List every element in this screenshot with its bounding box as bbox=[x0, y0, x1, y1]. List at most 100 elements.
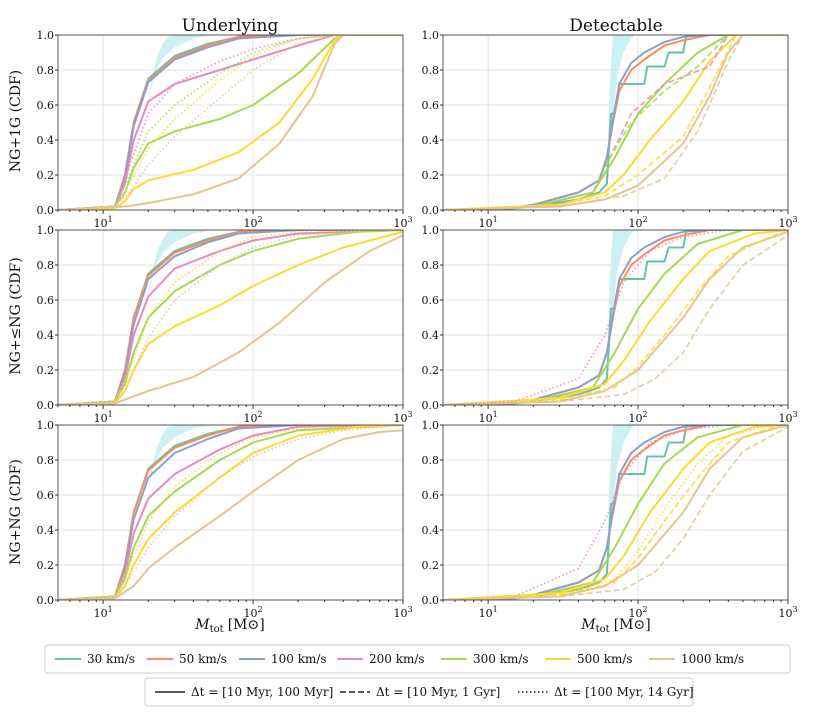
xtick-label-r1c2-2: 103 bbox=[778, 215, 797, 230]
column-title-underlying: Underlying bbox=[182, 16, 279, 36]
legend-velocity-label-3: 200 km/s bbox=[369, 652, 425, 666]
series-r3c1-3 bbox=[58, 425, 403, 600]
xtick-base-r2c1-1: 10 bbox=[244, 412, 258, 425]
series-r3c2-4 bbox=[443, 425, 788, 600]
series-r3c1-2 bbox=[58, 425, 403, 600]
ytick-label-r2c2-2: 0.4 bbox=[422, 329, 440, 342]
series-r3c1-1 bbox=[58, 425, 403, 600]
ytick-label-r3c1-5: 1.0 bbox=[37, 419, 55, 432]
xlabel-underlying: Mtot [M⊙] bbox=[194, 617, 264, 635]
xtick-label-r2c2-1: 102 bbox=[629, 410, 648, 425]
xtick-label-r2c1-0: 101 bbox=[94, 410, 113, 425]
ytick-label-r1c1-0: 0.0 bbox=[37, 204, 55, 217]
ytick-label-r1c1-4: 0.8 bbox=[37, 64, 55, 77]
xtick-exp-r2c1-1: 2 bbox=[258, 410, 263, 419]
ytick-label-r3c1-0: 0.0 bbox=[37, 594, 55, 607]
xtick-label-r3c1-2: 103 bbox=[393, 605, 412, 620]
ytick-label-r1c2-5: 1.0 bbox=[422, 29, 440, 42]
ytick-label-r1c2-4: 0.8 bbox=[422, 64, 440, 77]
band-r3c2 bbox=[606, 425, 635, 574]
xtick-exp-r1c1-0: 1 bbox=[108, 215, 113, 224]
series-r1c1-7 bbox=[58, 35, 403, 210]
ytick-label-r2c1-4: 0.8 bbox=[37, 259, 55, 272]
xtick-label-r3c2-1: 102 bbox=[629, 605, 648, 620]
ytick-label-r1c2-2: 0.4 bbox=[422, 134, 440, 147]
series-r2c1-8 bbox=[58, 230, 403, 405]
series-r1c2-4 bbox=[443, 35, 788, 210]
ytick-label-r2c1-1: 0.2 bbox=[37, 364, 55, 377]
legend-velocity: 30 km/s 50 km/s 100 km/s 200 km/s 300 km/s 50… bbox=[55, 652, 744, 666]
ytick-label-r2c1-3: 0.6 bbox=[37, 294, 55, 307]
band-r1c1 bbox=[148, 35, 215, 102]
xtick-base-r2c2-1: 10 bbox=[629, 412, 643, 425]
series-r1c1-5 bbox=[58, 35, 403, 210]
column-title-detectable: Detectable bbox=[569, 16, 662, 36]
series-r1c1-2 bbox=[58, 35, 403, 210]
ytick-label-r2c1-5: 1.0 bbox=[37, 224, 55, 237]
xtick-base-r3c1-0: 10 bbox=[94, 607, 108, 620]
series-r3c1-8 bbox=[58, 425, 403, 600]
legend-velocity-label-1: 50 km/s bbox=[179, 652, 227, 666]
xtick-label-r1c2-0: 101 bbox=[479, 215, 498, 230]
legend-dt-box bbox=[144, 677, 694, 707]
ytick-label-r1c1-3: 0.6 bbox=[37, 99, 55, 112]
xtick-base-r1c1-0: 10 bbox=[94, 217, 108, 230]
xtick-base-r3c1-1: 10 bbox=[244, 607, 258, 620]
frame-r1c1 bbox=[57, 34, 404, 211]
legend-dt: Δt = [10 Myr, 100 Myr] Δt = [10 Myr, 1 Gy… bbox=[155, 685, 694, 699]
xtick-base-r1c2-2: 10 bbox=[778, 217, 792, 230]
ytick-label-r2c1-0: 0.0 bbox=[37, 399, 55, 412]
xtick-exp-r3c2-0: 1 bbox=[493, 605, 498, 614]
ytick-label-r3c2-4: 0.8 bbox=[422, 454, 440, 467]
xtick-label-r3c1-1: 102 bbox=[244, 605, 263, 620]
frame-r3c2 bbox=[442, 424, 789, 601]
series-r2c2-4 bbox=[443, 230, 788, 405]
series-r3c2-2 bbox=[443, 425, 788, 600]
xtick-label-r3c2-2: 103 bbox=[778, 605, 797, 620]
frame-r3c1 bbox=[57, 424, 404, 601]
ytick-label-r1c1-1: 0.2 bbox=[37, 169, 55, 182]
xtick-exp-r3c2-2: 3 bbox=[792, 605, 797, 614]
series-r3c2-3 bbox=[443, 425, 788, 600]
legend-velocity-label-4: 300 km/s bbox=[473, 652, 529, 666]
xtick-label-r1c2-1: 102 bbox=[629, 215, 648, 230]
xtick-base-r3c2-1: 10 bbox=[629, 607, 643, 620]
xtick-exp-r2c1-2: 3 bbox=[407, 410, 412, 419]
ytick-label-r2c2-0: 0.0 bbox=[422, 399, 440, 412]
series-r1c1-4 bbox=[58, 35, 403, 210]
ytick-label-r3c2-1: 0.2 bbox=[422, 559, 440, 572]
band-r2c1 bbox=[148, 230, 215, 297]
xtick-label-r2c1-1: 102 bbox=[244, 410, 263, 425]
ytick-label-r3c2-2: 0.4 bbox=[422, 524, 440, 537]
series-r1c1-6 bbox=[58, 35, 403, 210]
legend-velocity-label-5: 500 km/s bbox=[577, 652, 633, 666]
xtick-base-r2c2-0: 10 bbox=[479, 412, 493, 425]
series-r3c1-7 bbox=[58, 425, 403, 600]
series-r1c2-9 bbox=[443, 35, 788, 210]
legend-velocity-box bbox=[44, 644, 791, 674]
xtick-base-r1c2-1: 10 bbox=[629, 217, 643, 230]
xtick-base-r1c1-2: 10 bbox=[393, 217, 407, 230]
series-r2c1-3 bbox=[58, 230, 403, 405]
xtick-label-r3c2-0: 101 bbox=[479, 605, 498, 620]
xlabel-detectable: Mtot [M⊙] bbox=[580, 617, 650, 635]
xtick-base-r3c2-0: 10 bbox=[479, 607, 493, 620]
xtick-exp-r2c2-2: 3 bbox=[792, 410, 797, 419]
xtick-label-r1c1-0: 101 bbox=[94, 215, 113, 230]
ytick-label-r2c2-5: 1.0 bbox=[422, 224, 440, 237]
series-r1c1-3 bbox=[58, 35, 403, 210]
series-r3c2-6 bbox=[443, 425, 788, 600]
ytick-label-r3c2-0: 0.0 bbox=[422, 594, 440, 607]
ytick-label-r1c2-3: 0.6 bbox=[422, 99, 440, 112]
xtick-label-r2c2-2: 103 bbox=[778, 410, 797, 425]
legend-velocity-label-6: 1000 km/s bbox=[681, 652, 744, 666]
ytick-label-r3c1-1: 0.2 bbox=[37, 559, 55, 572]
ytick-label-r3c1-3: 0.6 bbox=[37, 489, 55, 502]
xtick-exp-r3c2-1: 2 bbox=[643, 605, 648, 614]
